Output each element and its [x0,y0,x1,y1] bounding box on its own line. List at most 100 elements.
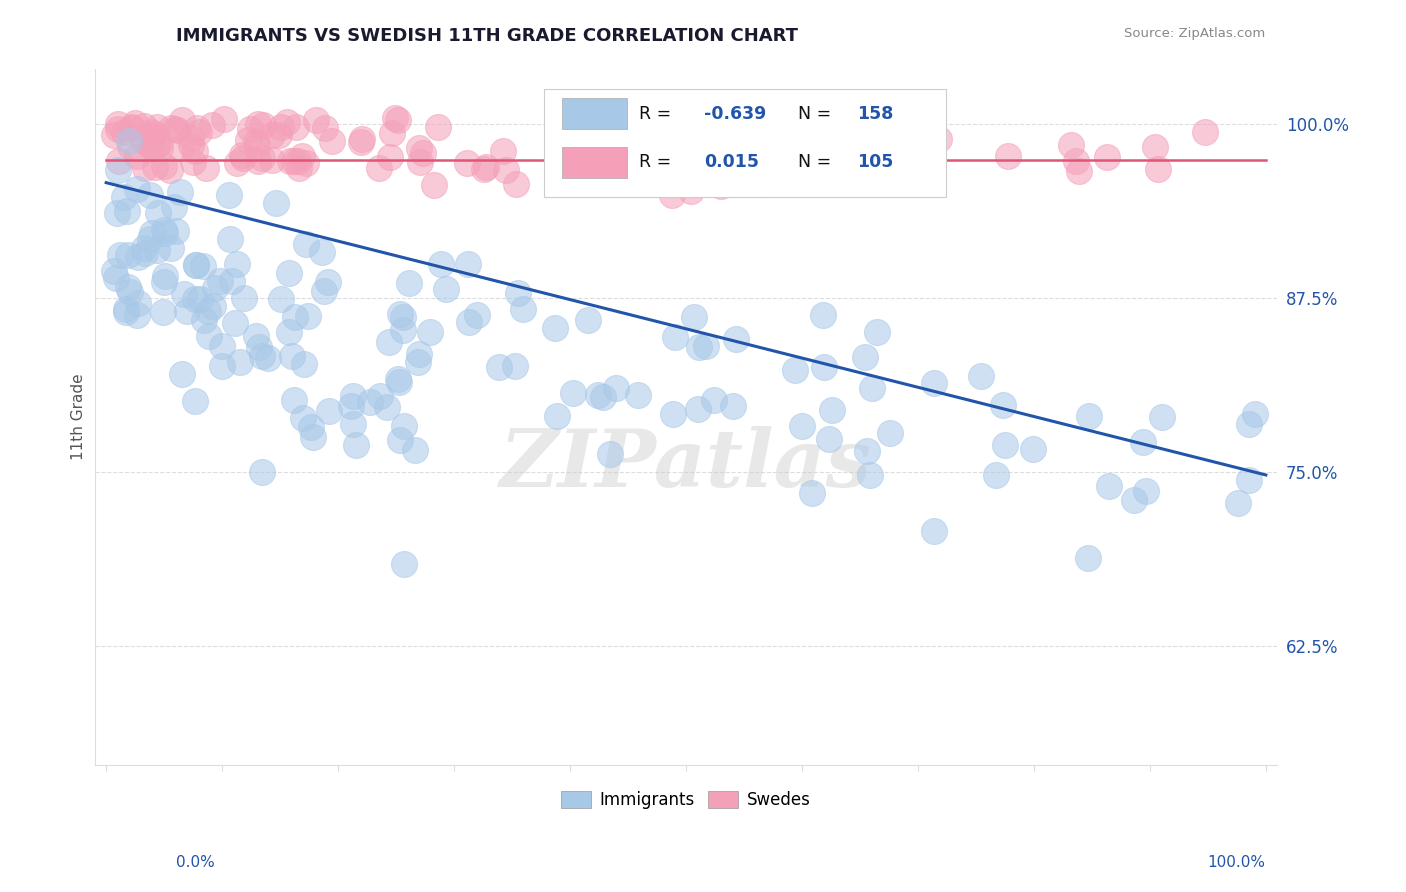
Point [110,248,132,262]
Point [394,558,416,572]
Point [173,287,195,301]
Point [321,134,343,148]
Point [226,156,249,170]
Point [114,301,136,316]
FancyBboxPatch shape [562,147,627,178]
Point [311,245,333,260]
Point [387,113,409,128]
Point [250,466,273,480]
Point [264,196,287,211]
Point [145,243,167,257]
Point [682,310,704,324]
Point [270,293,292,307]
Point [387,372,409,386]
Point [380,150,402,164]
Point [193,313,215,327]
Point [661,188,683,202]
Point [163,122,186,136]
Point [457,257,479,271]
Point [1132,435,1154,450]
Point [318,276,340,290]
Point [169,141,191,155]
Point [423,178,446,193]
Point [491,144,513,158]
Point [408,347,430,361]
Point [813,121,835,136]
Point [107,122,129,136]
Point [853,125,876,139]
Point [153,275,176,289]
Text: 100.0%: 100.0% [1208,855,1265,870]
Point [312,284,335,298]
Point [152,305,174,319]
Point [247,340,270,354]
Point [610,135,633,149]
Point [813,308,835,322]
Point [186,258,208,272]
Point [457,315,479,329]
Point [127,250,149,264]
Point [544,321,567,335]
Point [368,161,391,175]
Point [283,393,305,408]
Point [406,355,429,369]
Point [295,237,318,252]
Point [117,280,139,294]
Point [838,132,860,146]
Point [419,325,441,339]
Point [993,398,1015,412]
Point [115,204,138,219]
Point [703,393,725,408]
Point [304,113,326,128]
Point [291,411,314,425]
Point [404,442,426,457]
Point [165,224,187,238]
Point [198,329,221,343]
Point [686,402,709,417]
Point [394,419,416,434]
Point [197,303,219,318]
Point [359,394,381,409]
Point [1060,137,1083,152]
Point [283,154,305,169]
Point [1237,473,1260,487]
Text: R =: R = [638,104,676,123]
Point [754,177,776,191]
Point [1135,484,1157,499]
Point [142,131,165,145]
Point [388,434,411,448]
Point [408,140,430,154]
Point [688,340,710,354]
Point [212,112,235,126]
Point [679,184,702,198]
Text: 158: 158 [858,104,894,123]
Point [204,281,226,295]
Point [381,126,404,140]
Text: 105: 105 [858,153,894,171]
Point [488,360,510,375]
Point [879,425,901,440]
Point [503,359,526,373]
Point [139,139,162,153]
Point [922,376,945,390]
Point [281,350,304,364]
Legend: Immigrants, Swedes: Immigrants, Swedes [555,784,817,815]
Point [427,120,450,134]
Point [252,118,274,132]
Point [142,141,165,155]
Point [159,162,181,177]
Point [384,111,406,125]
Point [195,161,218,176]
Point [211,339,233,353]
Point [146,120,169,134]
Point [586,388,609,402]
Point [860,381,883,395]
Point [389,307,412,321]
Point [169,186,191,200]
Point [465,308,488,322]
Point [166,123,188,137]
Point [107,154,129,169]
Point [287,154,309,169]
Point [132,120,155,134]
Point [392,323,415,337]
